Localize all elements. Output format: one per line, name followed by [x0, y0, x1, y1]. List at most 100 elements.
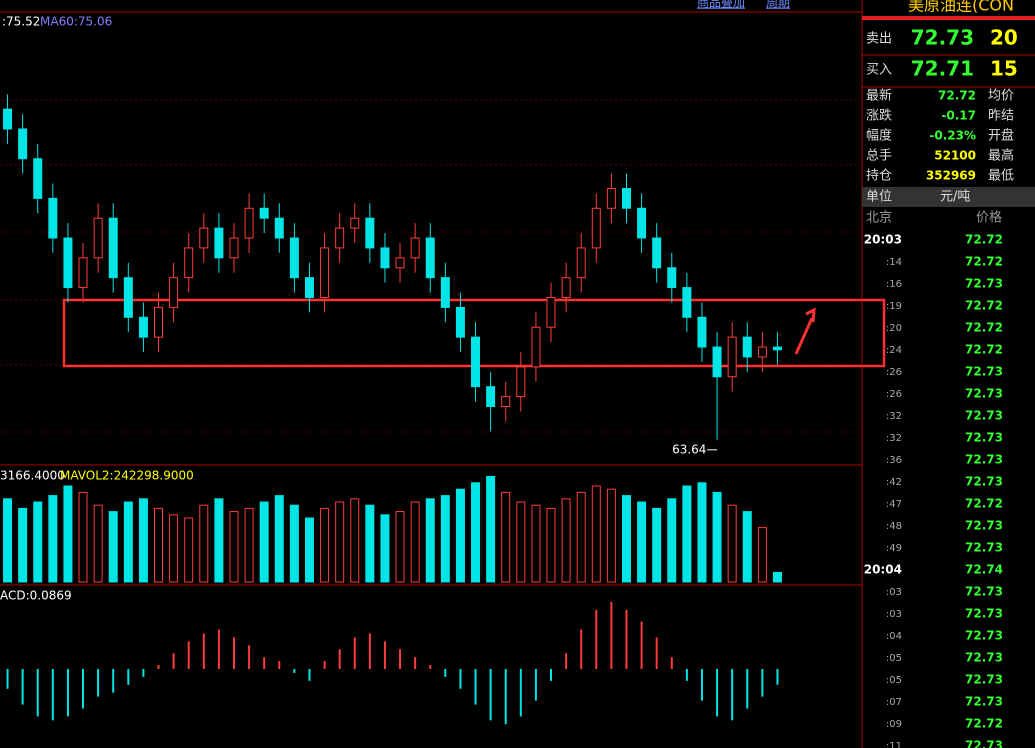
volume-bar [501, 491, 511, 583]
candle-body [576, 247, 586, 279]
stat-label2: 昨结 [988, 109, 1014, 124]
candle-body [320, 247, 330, 298]
stat-value: -0.23% [929, 129, 976, 143]
unit-label: 单位 [866, 190, 892, 205]
volume-bar [244, 507, 254, 583]
volume-bar [33, 501, 43, 583]
candle-body [304, 277, 314, 298]
candle-body [48, 197, 58, 239]
time-header: 北京 [866, 211, 892, 226]
volume-bar [455, 488, 465, 583]
volume-bar [772, 571, 782, 583]
volume-bar [184, 517, 194, 583]
volume-bar [697, 482, 707, 583]
volume-bar [380, 514, 390, 583]
tick-price: 72.73 [965, 453, 1003, 467]
volume-bar [78, 491, 88, 583]
sell-price: 72.73 [911, 26, 974, 50]
tick-price: 72.72 [965, 717, 1003, 731]
volume-bar [365, 504, 375, 583]
tick-price: 72.72 [965, 497, 1003, 511]
buy-price: 72.71 [911, 57, 974, 81]
candle-body [425, 237, 435, 279]
volume-bar [712, 491, 722, 583]
buy-qty: 15 [990, 57, 1018, 81]
candle-body [516, 366, 526, 398]
volume-bar [108, 511, 118, 583]
volume-bar [199, 504, 209, 583]
candle-body [727, 336, 737, 378]
candle-body [486, 386, 496, 408]
candle-body [199, 227, 209, 249]
candle-body [561, 277, 571, 298]
candle-body [637, 207, 647, 239]
unit-row [862, 187, 1035, 207]
candle-body [682, 287, 692, 318]
tick-price: 72.73 [965, 387, 1003, 401]
candle-body [289, 237, 299, 279]
volume-bar [274, 495, 284, 583]
volume-bar [123, 501, 133, 583]
tick-price: 72.73 [965, 629, 1003, 643]
candle-body [154, 306, 164, 338]
volume-bar [350, 498, 360, 583]
volume-bar [727, 504, 737, 583]
volume-bar [667, 498, 677, 583]
stat-label: 总手 [866, 149, 892, 164]
volume-bar [214, 498, 224, 583]
tick-time: 20:04 [864, 563, 902, 577]
volume-bar [425, 498, 435, 583]
stat-label: 持仓 [866, 169, 892, 184]
candle-body [123, 277, 133, 318]
candle-body [380, 247, 390, 269]
tick-price: 72.73 [965, 519, 1003, 533]
tick-price: 72.73 [965, 607, 1003, 621]
title-bar [862, 16, 1035, 20]
candle-body [546, 296, 556, 328]
candle-body [350, 217, 360, 229]
stat-label: 涨跌 [866, 108, 892, 124]
tick-time: :03 [886, 609, 902, 620]
stat-label2: 最高 [988, 148, 1014, 164]
tick-time: :04 [886, 631, 902, 642]
tick-price: 72.72 [965, 233, 1003, 247]
candle-body [410, 237, 420, 259]
volume-bar [304, 517, 314, 583]
tick-time: :48 [886, 521, 902, 532]
tick-price: 72.73 [965, 475, 1003, 489]
candle-body [93, 217, 103, 259]
vol-text: 3166.4000 [0, 469, 65, 483]
tick-time: :32 [886, 411, 902, 422]
candle-body [63, 237, 73, 289]
candle-body [214, 227, 224, 259]
candle-body [501, 396, 511, 408]
volume-bar [169, 514, 179, 583]
period-link[interactable]: 周期 [766, 0, 790, 10]
candle-body [455, 306, 465, 338]
tick-price: 72.73 [965, 651, 1003, 665]
candle-body [108, 217, 118, 279]
candle-body [244, 207, 254, 239]
candle-body [742, 336, 752, 358]
tick-price: 72.74 [965, 563, 1003, 577]
candle-body [591, 207, 601, 249]
volume-bar [652, 507, 662, 583]
candle-body [184, 247, 194, 279]
volume-bar [621, 495, 631, 583]
tick-time: :07 [886, 697, 902, 708]
tick-price: 72.72 [965, 255, 1003, 269]
stat-value: 352969 [926, 169, 976, 183]
volume-bar [229, 511, 239, 583]
volume-bar [546, 507, 556, 583]
volume-bar [154, 507, 164, 583]
overlay-link[interactable]: 商品叠加 [697, 0, 745, 10]
candle-body [259, 207, 269, 219]
low-label: 63.64 [672, 442, 706, 456]
tick-price: 72.73 [965, 585, 1003, 599]
candle-body [697, 316, 707, 348]
sell-qty: 20 [990, 26, 1018, 50]
tick-time: :09 [886, 719, 902, 730]
tick-time: :24 [886, 345, 902, 356]
volume-bar [637, 501, 647, 583]
